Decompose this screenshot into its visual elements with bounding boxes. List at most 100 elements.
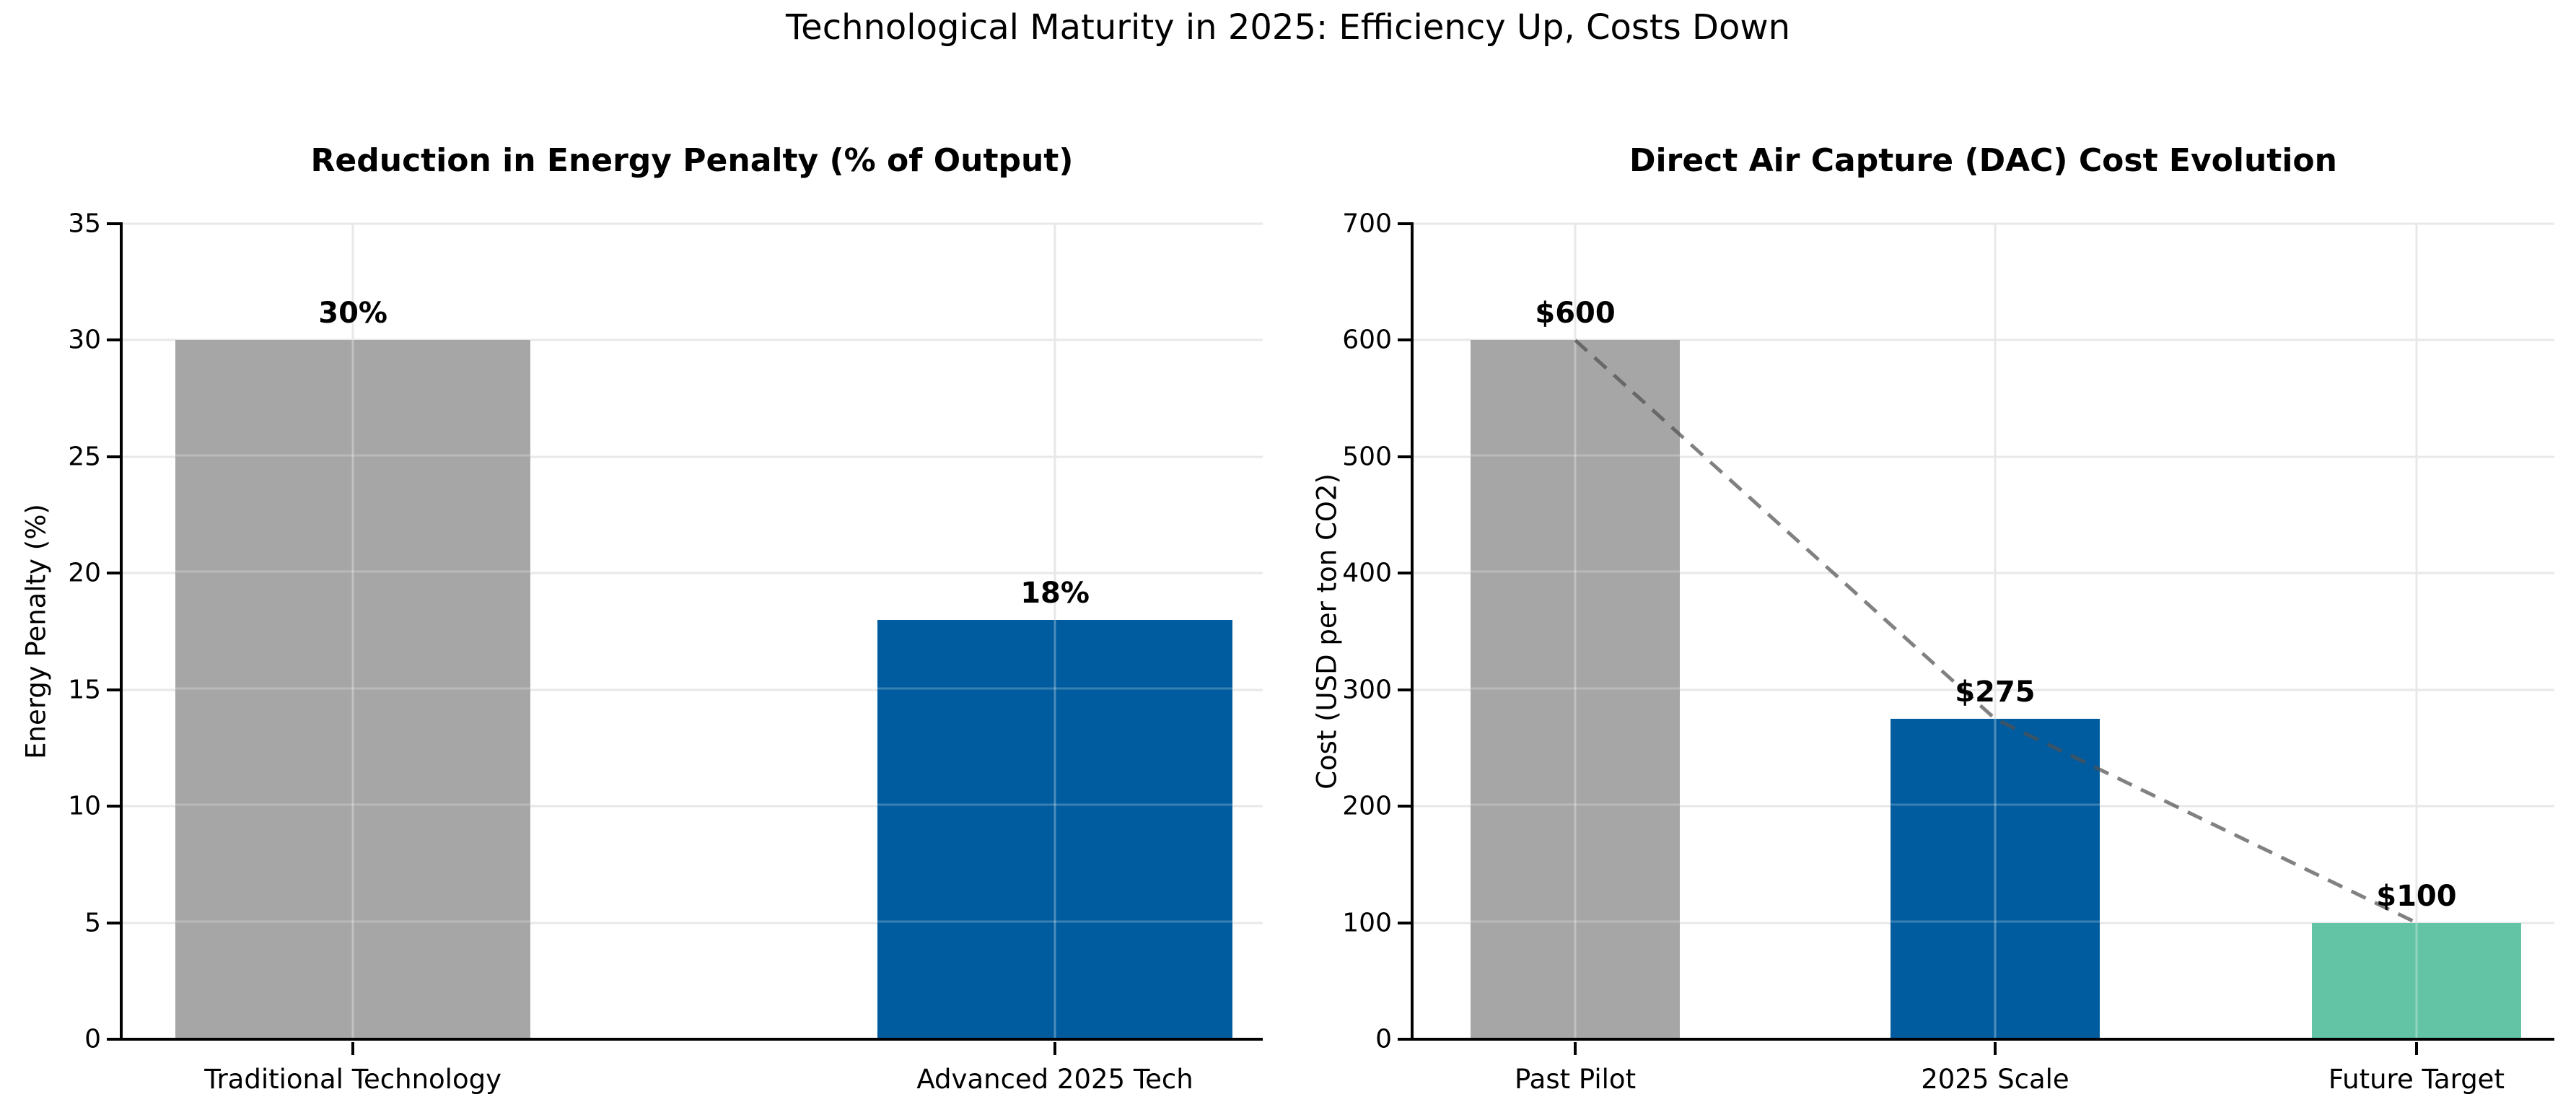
bar xyxy=(175,340,531,1039)
y-tick-label: 5 xyxy=(84,908,101,938)
y-tick-label: 300 xyxy=(1342,675,1392,705)
gridline xyxy=(121,338,1263,341)
y-axis-tick xyxy=(107,1038,120,1041)
y-tick-label: 400 xyxy=(1342,558,1392,588)
left-spine xyxy=(1411,222,1414,1041)
gridline xyxy=(121,805,1263,808)
trend-line-path xyxy=(1574,338,2418,924)
gridline xyxy=(121,922,1263,924)
value-label: $100 xyxy=(2376,879,2457,913)
gridline-overlay xyxy=(1471,803,1680,806)
y-tick-label: 0 xyxy=(1375,1024,1392,1054)
chart-energy-penalty: Reduction in Energy Penalty (% of Output… xyxy=(21,134,1263,1104)
gridline xyxy=(1412,688,2554,691)
bottom-spine xyxy=(1411,1038,2554,1041)
y-tick-label: 200 xyxy=(1342,791,1392,821)
x-axis-tick xyxy=(351,1042,355,1055)
plot-area: $600 Past Pilot $275 2025 Scale $100 Future T… xyxy=(1312,209,2554,1095)
y-tick-label: 20 xyxy=(68,558,101,588)
y-axis-tick xyxy=(107,455,120,458)
y-tick-label: 600 xyxy=(1342,325,1392,355)
y-axis-tick xyxy=(1398,1038,1411,1041)
gridline-overlay xyxy=(175,687,531,690)
gridline-overlay xyxy=(175,570,531,573)
figure-title: Technological Maturity in 2025: Efficien… xyxy=(786,7,1790,48)
value-label: $600 xyxy=(1535,297,1616,331)
gridline-overlay xyxy=(2415,922,2418,1039)
y-axis-tick xyxy=(1398,338,1411,342)
y-tick-label: 25 xyxy=(68,442,101,472)
x-axis-tick xyxy=(1574,1042,1577,1055)
gridline xyxy=(1412,455,2554,458)
gridline xyxy=(121,688,1263,691)
y-axis-label: Energy Penalty (%) xyxy=(20,504,52,759)
gridline xyxy=(1994,224,1997,1039)
y-axis-tick xyxy=(1398,455,1411,458)
y-tick-label: 500 xyxy=(1342,442,1392,472)
gridline-overlay xyxy=(1471,454,1680,457)
bottom-spine xyxy=(120,1038,1263,1041)
y-axis-tick xyxy=(1398,688,1411,691)
gridline-overlay xyxy=(175,920,531,923)
gridline-overlay xyxy=(351,340,354,1039)
gridline-overlay xyxy=(175,454,531,457)
x-axis-tick xyxy=(2414,1042,2418,1055)
gridline-overlay xyxy=(1994,719,1997,1039)
y-axis-label: Cost (USD per ton CO2) xyxy=(1311,473,1343,790)
gridline-overlay xyxy=(1053,619,1056,1039)
y-tick-label: 10 xyxy=(68,791,101,821)
gridline-overlay xyxy=(877,803,1233,806)
y-axis-tick xyxy=(107,805,120,808)
gridline-overlay xyxy=(877,920,1233,923)
gridline xyxy=(121,455,1263,458)
y-tick-label: 30 xyxy=(68,325,101,355)
value-label: 30% xyxy=(318,297,388,331)
y-tick-label: 700 xyxy=(1342,209,1392,239)
bar xyxy=(877,619,1233,1039)
chart-title: Direct Air Capture (DAC) Cost Evolution xyxy=(1629,142,2337,179)
x-axis-tick xyxy=(1053,1042,1057,1055)
y-axis-tick xyxy=(1398,222,1411,225)
x-tick-label: Traditional Technology xyxy=(204,1064,501,1095)
gridline-overlay xyxy=(1574,340,1577,1039)
chart-title: Reduction in Energy Penalty (% of Output… xyxy=(310,142,1074,179)
gridline-overlay xyxy=(1891,803,2100,806)
x-tick-label: Past Pilot xyxy=(1515,1064,1637,1095)
x-tick-label: 2025 Scale xyxy=(1921,1064,2069,1095)
gridline-overlay xyxy=(1471,570,1680,573)
y-axis-tick xyxy=(107,222,120,225)
gridline xyxy=(1412,572,2554,574)
y-axis-tick xyxy=(1398,805,1411,808)
value-label: 18% xyxy=(1020,576,1090,610)
y-axis-tick xyxy=(107,688,120,691)
y-tick-label: 35 xyxy=(68,209,101,239)
y-tick-label: 15 xyxy=(68,675,101,705)
chart-dac-cost: Direct Air Capture (DAC) Cost Evolution $… xyxy=(1312,134,2554,1104)
gridline xyxy=(1412,222,2554,225)
left-spine xyxy=(120,222,123,1041)
gridline-overlay xyxy=(877,687,1233,690)
y-tick-label: 100 xyxy=(1342,908,1392,938)
gridline xyxy=(121,222,1263,225)
bar xyxy=(2312,922,2521,1039)
trend-line xyxy=(1574,338,2418,924)
gridline-overlay xyxy=(1891,920,2100,923)
gridline xyxy=(2415,224,2418,1039)
gridline xyxy=(1412,338,2554,341)
gridline-overlay xyxy=(1471,920,1680,923)
x-tick-label: Advanced 2025 Tech xyxy=(916,1064,1193,1095)
gridline-overlay xyxy=(1471,687,1680,690)
y-axis-tick xyxy=(1398,921,1411,924)
y-tick-label: 0 xyxy=(84,1024,101,1054)
bar xyxy=(1891,719,2100,1039)
bar xyxy=(1471,340,1680,1039)
y-axis-tick xyxy=(1398,572,1411,575)
x-tick-label: Future Target xyxy=(2328,1064,2505,1095)
y-axis-tick xyxy=(107,338,120,342)
value-label: $275 xyxy=(1955,675,2036,709)
y-axis-tick xyxy=(107,572,120,575)
y-axis-tick xyxy=(107,921,120,924)
x-axis-tick xyxy=(1993,1042,1997,1055)
plot-area: 30% Traditional Technology 18% Advanced 202… xyxy=(21,209,1263,1095)
